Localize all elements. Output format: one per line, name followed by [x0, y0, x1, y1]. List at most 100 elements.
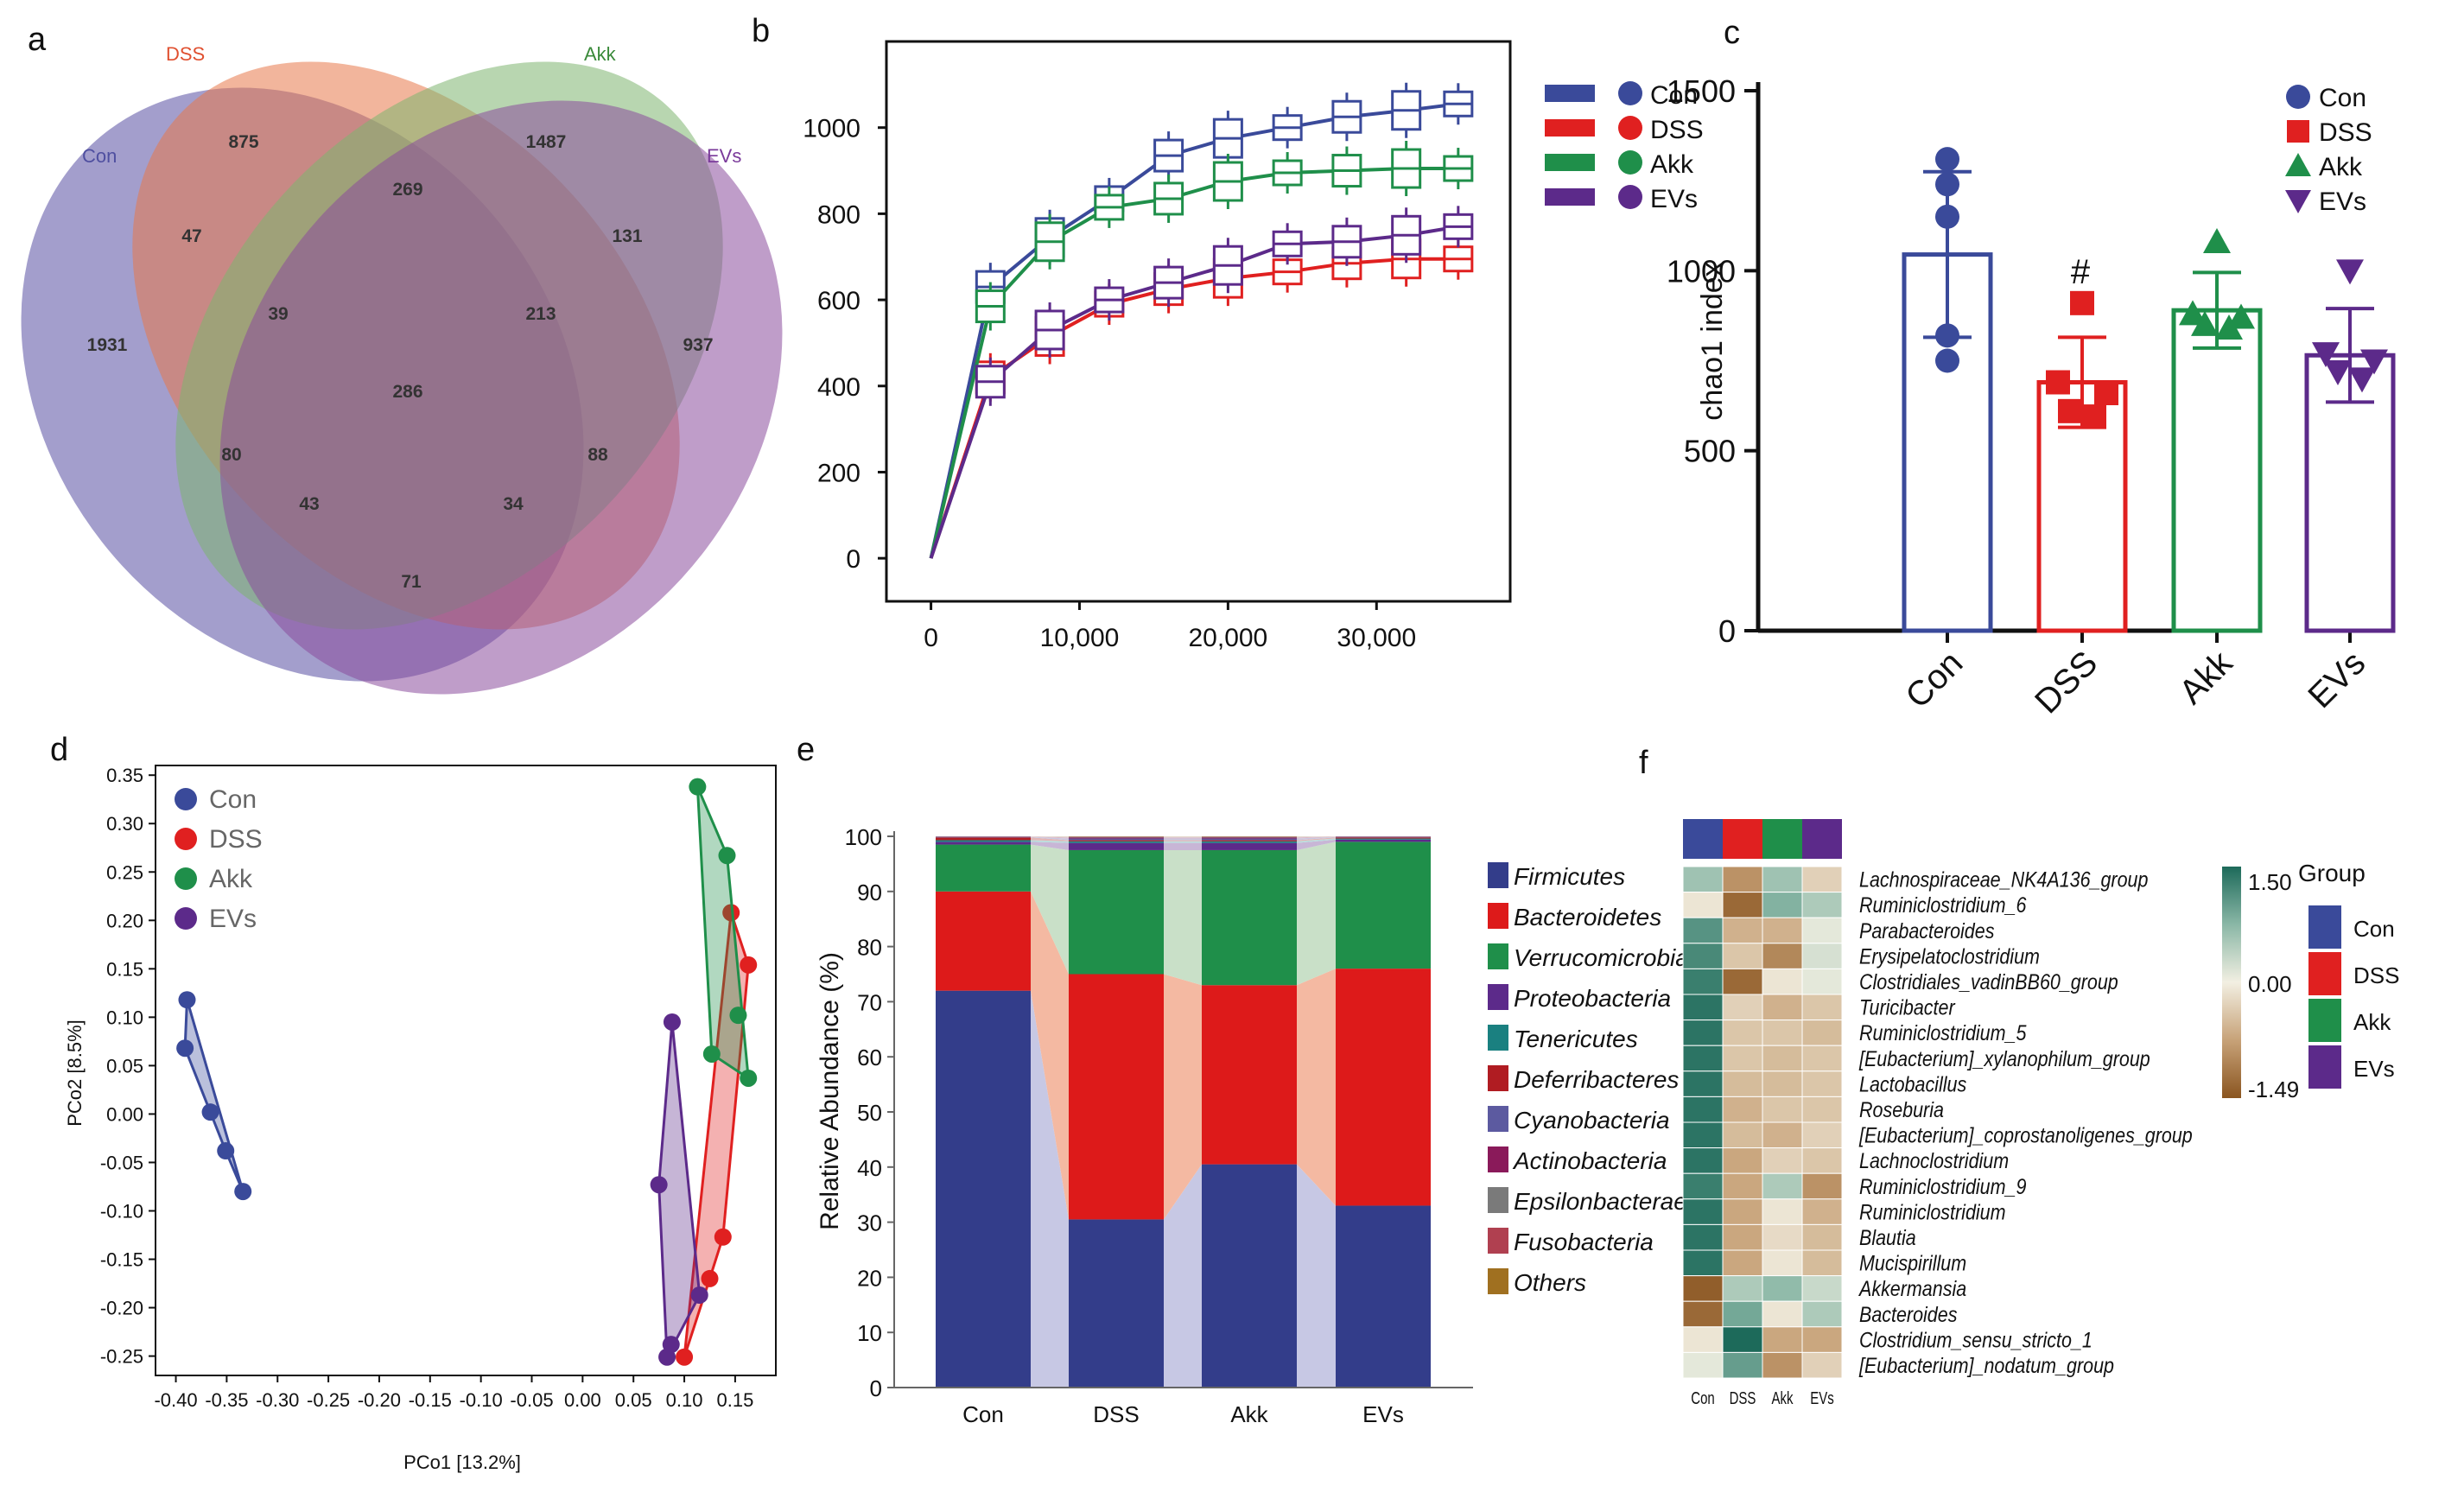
heatmap-cell — [1722, 892, 1763, 918]
heatmap-row-label: Mucispirillum — [1859, 1251, 1966, 1275]
stack-flow-proteobacteria — [1297, 839, 1336, 850]
venn-count: 1487 — [526, 132, 567, 152]
heatmap-cell — [1682, 1121, 1724, 1149]
rarefaction-legend-swatch-evs — [1545, 188, 1595, 206]
stack-flow-actinobacteria — [1031, 836, 1069, 839]
heatmap-group-legend-label-akk: Akk — [2353, 1009, 2391, 1035]
heatmap-cell — [1801, 1172, 1843, 1200]
stack-legend-label-proteobacteria: Proteobacteria — [1514, 985, 1671, 1012]
panel-letter-f: f — [1639, 745, 1648, 781]
pcoa-y-tick-label: 0.30 — [106, 813, 143, 835]
chao1-annotation-hash: # — [2071, 253, 2091, 291]
rarefaction-line-evs — [929, 225, 1459, 559]
chao1-legend-label-akk: Akk — [2319, 153, 2363, 181]
stack-segment-proteobacteria — [936, 842, 1031, 845]
chao1-x-tick-label: DSS — [2028, 644, 2105, 721]
heatmap-row-label: Ruminiclostridium_6 — [1859, 893, 2026, 918]
chao1-point-con — [1935, 147, 1959, 172]
heatmap-cell — [1801, 1249, 1843, 1277]
heatmap-cell — [1722, 1019, 1763, 1046]
heatmap-cell — [1801, 892, 1843, 918]
pcoa-hull-akk — [695, 786, 751, 1081]
heatmap-group-legend-label-evs: EVs — [2353, 1056, 2395, 1082]
stack-flow-bacteroidetes — [1164, 974, 1202, 1220]
pcoa-point-evs — [650, 1176, 668, 1194]
heatmap-cell — [1801, 1351, 1843, 1379]
chao1-point-evs — [2324, 360, 2352, 385]
chao1-legend-label-evs: EVs — [2319, 187, 2366, 216]
stack-segment-firmicutes — [1336, 1205, 1431, 1388]
heatmap-row-label: Bacteroides — [1859, 1302, 1958, 1326]
heatmap-row-label: Blautia — [1859, 1225, 1916, 1249]
stack-segment-proteobacteria — [1069, 842, 1164, 850]
heatmap-row-label: [Eubacterium]_coprostanoligenes_group — [1858, 1123, 2193, 1147]
heatmap-cell — [1762, 917, 1803, 944]
heatmap-group-legend-swatch-akk — [2308, 999, 2341, 1042]
heatmap-cell — [1801, 1300, 1843, 1328]
rarefaction-x-tick-label: 30,000 — [1337, 624, 1416, 652]
heatmap-cell — [1722, 968, 1763, 995]
stack-y-tick-label: 30 — [857, 1210, 882, 1236]
heatmap-color-scale — [2222, 867, 2241, 1098]
stack-legend-swatch-tenericutes — [1488, 1025, 1508, 1051]
rarefaction-line-con — [929, 102, 1459, 559]
pcoa-x-tick-label: -0.05 — [510, 1389, 553, 1411]
heatmap-cell — [1722, 1275, 1763, 1302]
pcoa-y-tick-label: 0.35 — [106, 765, 143, 786]
stack-flow-tenericutes — [1297, 838, 1336, 843]
rarefaction-y-tick-label: 0 — [846, 545, 860, 574]
heatmap-cell — [1762, 1275, 1803, 1302]
heatmap-cell — [1722, 1198, 1763, 1225]
stack-flow-proteobacteria — [1164, 842, 1202, 850]
rarefaction-chart: 0 200 400 600 800 1000 0 10,000 20,000 30,000 Co… — [803, 40, 1704, 652]
stack-legend-label-tenericutes: Tenericutes — [1514, 1026, 1638, 1052]
heatmap-cell — [1762, 1351, 1803, 1379]
stack-legend-label-bacteroidetes: Bacteroidetes — [1514, 904, 1661, 931]
stack-legend-label-verrucomicrobia: Verrucomicrobia — [1514, 944, 1689, 971]
heatmap-cell — [1762, 1147, 1803, 1174]
pcoa-y-tick-label: -0.15 — [100, 1249, 143, 1271]
pcoa-point-con — [178, 991, 196, 1009]
rarefaction-y-tick-label: 200 — [817, 459, 860, 487]
pcoa-point-con — [201, 1103, 219, 1121]
heatmap-group-bar-dss — [1723, 819, 1762, 859]
rarefaction-legend-label-akk: Akk — [1650, 150, 1694, 179]
heatmap-cell — [1682, 1275, 1724, 1302]
pcoa-y-tick-label: 0.20 — [106, 910, 143, 931]
chao1-legend-label-con: Con — [2319, 84, 2366, 112]
pcoa-legend-marker-dss — [175, 828, 197, 850]
heatmap-row-label: [Eubacterium]_nodatum_group — [1858, 1353, 2114, 1377]
stack-segment-deferribacteres — [1069, 840, 1164, 842]
stack-legend-swatch-cyanobacteria — [1488, 1106, 1508, 1132]
stack-flow-tenericutes — [1031, 840, 1069, 843]
stack-flow-cyanobacteria — [1031, 836, 1069, 841]
heatmap-cell — [1801, 866, 1843, 893]
pcoa-y-tick-label: 0.00 — [106, 1103, 143, 1125]
stack-flow-verrucomicrobia — [1164, 849, 1202, 986]
chao1-point-dss — [2046, 370, 2070, 395]
stack-y-tick-label: 90 — [857, 880, 882, 905]
heatmap-cell — [1762, 1070, 1803, 1097]
heatmap-scale-max: 1.50 — [2248, 869, 2292, 895]
stack-x-tick-label: DSS — [1093, 1401, 1139, 1427]
stack-segment-deferribacteres — [1336, 837, 1431, 839]
rarefaction-x-tick-label: 10,000 — [1040, 624, 1120, 652]
panel-letter-e: e — [797, 732, 815, 768]
heatmap-cell — [1762, 1045, 1803, 1072]
panel-letter-b: b — [752, 13, 770, 49]
pcoa-x-tick-label: 0.15 — [717, 1389, 754, 1411]
stack-y-tick-label: 10 — [857, 1320, 882, 1346]
heatmap-row-label: Lachnospiraceae_NK4A136_group — [1859, 867, 2148, 892]
heatmap-cell — [1682, 1249, 1724, 1277]
stack-segment-bacteroidetes — [1069, 974, 1164, 1220]
rarefaction-line-akk — [929, 167, 1458, 559]
panel-letter-a: a — [28, 22, 47, 58]
heatmap-cell — [1801, 1198, 1843, 1225]
heatmap-col-label: Akk — [1772, 1388, 1794, 1408]
heatmap-cell — [1722, 1223, 1763, 1251]
heatmap-row-label: Parabacteroides — [1859, 918, 1995, 943]
heatmap-group-legend-swatch-con — [2308, 905, 2341, 949]
heatmap-cell — [1762, 892, 1803, 918]
pcoa-x-tick-label: 0.00 — [564, 1389, 601, 1411]
heatmap-cell — [1762, 943, 1803, 969]
